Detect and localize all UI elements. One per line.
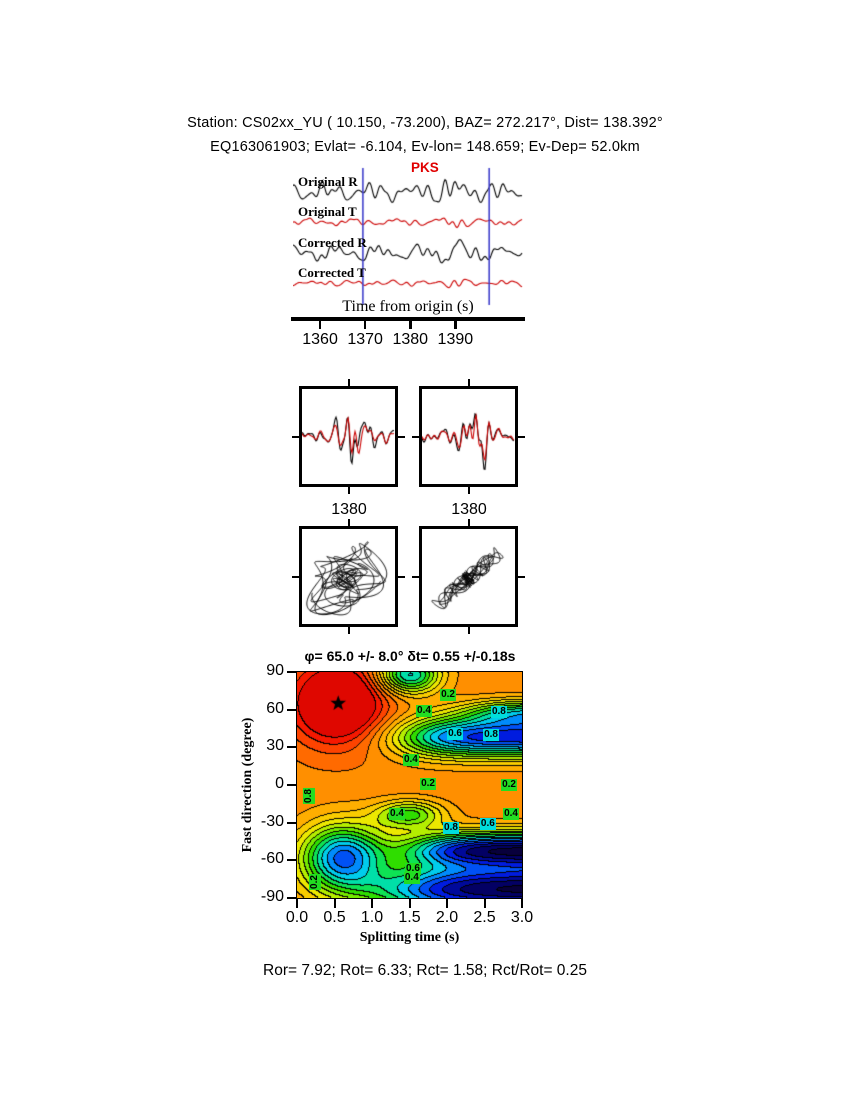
box-edge-tick-top [347, 379, 350, 386]
box-edge-tick-right [518, 435, 525, 438]
contour-ytick [287, 671, 296, 673]
contour-xlabel: Splitting time (s) [359, 930, 460, 945]
time-axis-tick [409, 321, 412, 329]
contour-level-label: 0.2 [440, 689, 456, 702]
box-edge-tick-bottom [347, 627, 350, 634]
windowed-waveforms-right-box [412, 379, 525, 494]
contour-level-label: 0.4 [403, 871, 420, 884]
trace-label-corrected-r: Corrected R [298, 235, 367, 250]
contour-level-label: 0.2 [501, 779, 517, 792]
contour-ytick-label: 30 [266, 737, 284, 755]
box-edge-tick-top [347, 519, 350, 526]
particle-motion-original-box [292, 519, 405, 634]
time-axis-line [291, 317, 525, 321]
time-axis-tick [454, 321, 457, 329]
contour-ytick [287, 784, 296, 786]
box-edge-tick-bottom [467, 627, 470, 634]
contour-level-label: 0.2 [308, 873, 321, 890]
windowed-waveforms-left-box [292, 379, 405, 494]
box-edge-tick-left [292, 435, 299, 438]
contour-ytick-label: -60 [260, 850, 284, 868]
contour-ytick [287, 746, 296, 749]
contour-title: φ= 65.0 +/- 8.0° δt= 0.55 +/-0.18s [304, 648, 516, 664]
zoom-right-tick-label: 1380 [451, 501, 487, 518]
contour-xtick-label: 0.5 [323, 909, 346, 926]
station-info-line: Station: CS02xx_YU ( 10.150, -73.200), B… [187, 115, 663, 131]
contour-ytick-label: 90 [266, 662, 284, 679]
contour-xtick [408, 899, 411, 908]
contour-level-label: 0.8 [490, 705, 507, 718]
time-axis-tick-label: 1390 [437, 331, 474, 348]
box-edge-tick-right [398, 575, 405, 578]
contour-ytick-label: 0 [275, 775, 284, 792]
box-edge-tick-top [467, 379, 470, 386]
time-axis-tick [318, 321, 322, 329]
box-edge-tick-left [412, 435, 419, 438]
contour-xtick-label: 3.0 [510, 909, 534, 926]
trace-label-original-r: Original R [298, 174, 358, 189]
contour-level-label: 0.6 [479, 817, 496, 830]
contour-level-label: 0.2 [420, 778, 436, 790]
trace-label-original-t: Original T [298, 204, 357, 219]
box-edge-tick-right [518, 575, 525, 578]
time-axis-tick-label: 1380 [392, 331, 429, 348]
contour-xtick-label: 2.0 [435, 909, 459, 926]
particle-motion-corrected-box [412, 519, 525, 634]
error-surface-plot: 0.2 0.4 0.8 0.6 0.8 0.4 0.2 0.2 0.8 0.4 0.8 0.6 0.4 0… [296, 671, 523, 899]
statistics-line: Ror= 7.92; Rot= 6.33; Rct= 1.58; Rct/Rot… [263, 962, 587, 979]
time-axis-tick [363, 321, 367, 329]
contour-level-label: 0.4 [503, 807, 519, 820]
error-surface-canvas [297, 672, 522, 898]
contour-level-label: 0.8 [303, 788, 315, 805]
seismogram-traces-canvas [293, 165, 523, 307]
contour-level-label: 0.8 [483, 729, 499, 742]
box-edge-tick-right [398, 435, 405, 438]
contour-level-label: 0.4 [389, 807, 405, 820]
particle-motion-original-canvas [302, 529, 395, 624]
contour-xtick [483, 899, 486, 908]
contour-ytick [287, 859, 296, 862]
contour-level-label: 0.8 [443, 821, 459, 834]
time-axis-label: Time from origin (s) [342, 298, 474, 315]
contour-xtick-label: 1.0 [360, 909, 384, 926]
contour-level-label: 0.4 [402, 754, 419, 767]
contour-xtick-label: 2.5 [473, 909, 496, 926]
contour-level-label: 0.6 [447, 728, 463, 741]
trace-label-corrected-t: Corrected T [298, 265, 366, 280]
contour-xtick [446, 899, 448, 908]
box-edge-tick-left [292, 575, 299, 578]
contour-level-label: 0.4 [416, 704, 432, 717]
contour-ytick [287, 708, 296, 711]
contour-xtick [296, 899, 298, 908]
contour-ytick-label: -30 [260, 812, 284, 830]
contour-xtick [371, 899, 373, 908]
contour-xtick-label: 0.0 [285, 909, 309, 926]
box-edge-tick-bottom [347, 487, 350, 494]
contour-xtick [333, 899, 336, 908]
contour-xtick [521, 899, 523, 908]
contour-ytick-label: -90 [260, 888, 284, 905]
windowed-waveforms-right-canvas [422, 389, 515, 484]
box-edge-tick-bottom [467, 487, 470, 494]
time-axis-tick-label: 1370 [347, 331, 383, 348]
contour-ytick [287, 821, 296, 824]
box-edge-tick-left [412, 575, 419, 578]
event-info-line: EQ163061903; Evlat= -6.104, Ev-lon= 148.… [210, 139, 640, 155]
particle-motion-corrected-canvas [422, 529, 515, 624]
windowed-waveforms-left-canvas [302, 389, 395, 484]
zoom-left-tick-label: 1380 [331, 501, 367, 518]
contour-ytick-label: 60 [266, 699, 284, 717]
contour-ytick [287, 897, 296, 899]
contour-xtick-label: 1.5 [398, 909, 421, 926]
phase-pick-label: PKS [411, 160, 439, 175]
box-edge-tick-top [467, 519, 470, 526]
time-axis-tick-label: 1360 [302, 331, 338, 348]
